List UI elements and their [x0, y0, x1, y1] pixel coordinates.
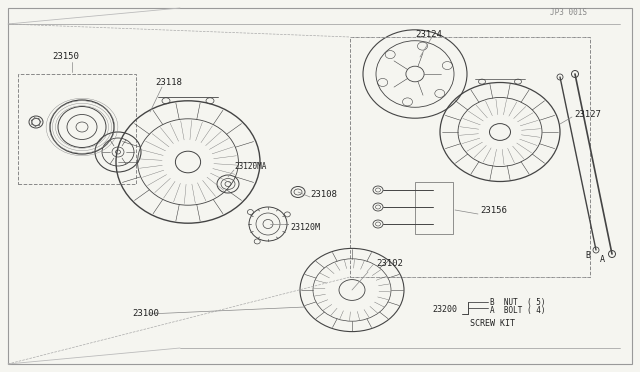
Text: 23120MA: 23120MA — [234, 161, 266, 170]
Bar — [18, 74, 136, 184]
Text: 23120M: 23120M — [290, 222, 320, 231]
Text: 23100: 23100 — [132, 310, 159, 318]
Text: 23127: 23127 — [574, 109, 601, 119]
Text: 23108: 23108 — [310, 189, 337, 199]
Text: 23200: 23200 — [432, 305, 457, 314]
Text: B  NUT  ( 5): B NUT ( 5) — [490, 298, 545, 308]
Text: A: A — [600, 256, 605, 264]
Text: A  BOLT ( 4): A BOLT ( 4) — [490, 305, 545, 314]
Text: 23156: 23156 — [480, 205, 507, 215]
Text: B: B — [585, 251, 590, 260]
Bar — [350, 37, 590, 277]
Text: 23124: 23124 — [415, 29, 442, 38]
Text: 23118: 23118 — [155, 77, 182, 87]
Text: JP3 001S: JP3 001S — [550, 7, 587, 16]
Text: 23102: 23102 — [376, 260, 403, 269]
Bar — [415, 182, 453, 234]
Text: SCREW KIT: SCREW KIT — [470, 320, 515, 328]
Text: 23150: 23150 — [52, 51, 79, 61]
